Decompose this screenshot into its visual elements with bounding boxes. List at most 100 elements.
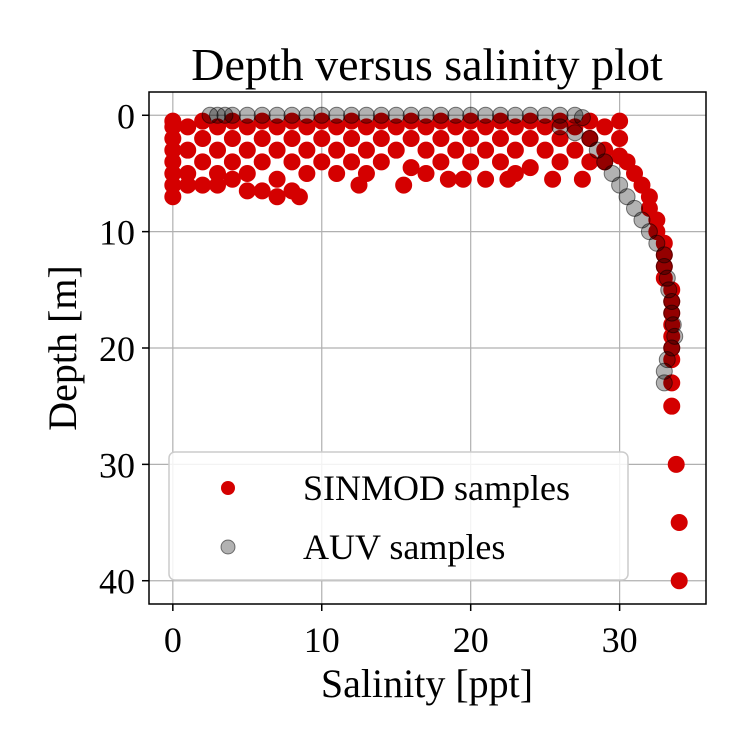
data-point [551,112,569,130]
data-point [298,164,316,182]
data-point [387,141,405,159]
data-point [417,106,435,124]
data-point [432,153,450,171]
data-point [343,106,361,124]
data-point [447,106,465,124]
axis-ticks: 0 10 20 30 0 10 20 30 40 [99,96,638,660]
data-point [238,118,256,136]
data-point [566,124,584,142]
data-point [343,112,361,130]
chart-title: Depth versus salinity plot [191,39,663,90]
data-point [506,118,524,136]
data-point [395,176,413,194]
data-point [536,118,554,136]
data-point [253,182,271,200]
data-point [491,112,509,130]
data-point [432,106,450,124]
data-point [462,130,480,148]
data-point [477,170,495,188]
data-point [447,118,465,136]
data-point [372,106,390,124]
data-point [328,106,346,124]
y-axis-label: Depth [m] [40,265,85,431]
data-point [506,164,524,182]
data-point [387,118,405,136]
legend-label-sinmod: SINMOD samples [303,468,570,508]
x-tick-label: 10 [304,620,340,660]
data-points [164,106,688,590]
legend-marker-auv [220,539,236,555]
data-point [223,153,241,171]
data-point [313,112,331,130]
data-point [343,153,361,171]
data-point [209,176,227,194]
y-tick-label: 10 [99,213,135,253]
data-point [491,153,509,171]
data-point [238,141,256,159]
data-point [667,455,685,473]
data-point [201,106,219,124]
data-point [566,141,584,159]
data-point [268,106,286,124]
data-point [313,153,331,171]
data-point [521,130,539,148]
data-point [670,514,688,532]
y-tick-label: 30 [99,445,135,485]
data-point [313,130,331,148]
data-point [544,170,562,188]
data-point [298,106,316,124]
data-point [179,176,197,194]
data-point [357,141,375,159]
legend-box [168,451,629,581]
data-point [194,176,212,194]
data-point [268,141,286,159]
data-point [447,141,465,159]
data-point [477,106,495,124]
data-point [357,164,375,182]
data-point [491,106,509,124]
data-point [313,106,331,124]
data-point [290,188,308,206]
data-point [663,397,681,415]
data-point [328,164,346,182]
data-point [491,130,509,148]
data-point [506,106,524,124]
data-point [223,130,241,148]
data-point [611,130,629,148]
y-tick-label: 40 [99,562,135,602]
data-point [477,118,495,136]
data-point [328,118,346,136]
series-auv [201,106,684,392]
legend-marker-sinmod [221,481,235,495]
data-point [551,130,569,148]
data-point [209,141,227,159]
x-tick-label: 20 [453,620,489,660]
data-point [328,141,346,159]
data-point [216,106,234,124]
data-point [454,170,472,188]
data-point [238,106,256,124]
data-point [551,153,569,171]
data-point [238,164,256,182]
data-point [298,141,316,159]
x-tick-label: 0 [164,620,182,660]
data-point [551,118,569,136]
data-point [357,106,375,124]
data-point [611,112,629,130]
data-point [253,106,271,124]
data-point [268,118,286,136]
data-point [462,112,480,130]
data-point [402,112,420,130]
data-point [223,106,241,124]
data-point [573,170,591,188]
data-point [477,141,495,159]
data-point [432,130,450,148]
data-point [194,153,212,171]
data-point [655,362,673,380]
data-point [506,141,524,159]
data-point [298,118,316,136]
data-point [283,112,301,130]
data-point [343,130,361,148]
data-point [417,141,435,159]
